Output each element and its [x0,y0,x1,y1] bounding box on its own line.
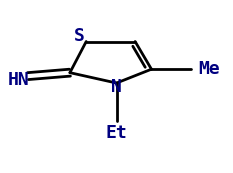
Text: HN: HN [8,71,30,89]
Text: Me: Me [198,60,220,78]
Text: N: N [111,78,122,95]
Text: Et: Et [106,124,127,142]
Text: S: S [74,27,85,45]
